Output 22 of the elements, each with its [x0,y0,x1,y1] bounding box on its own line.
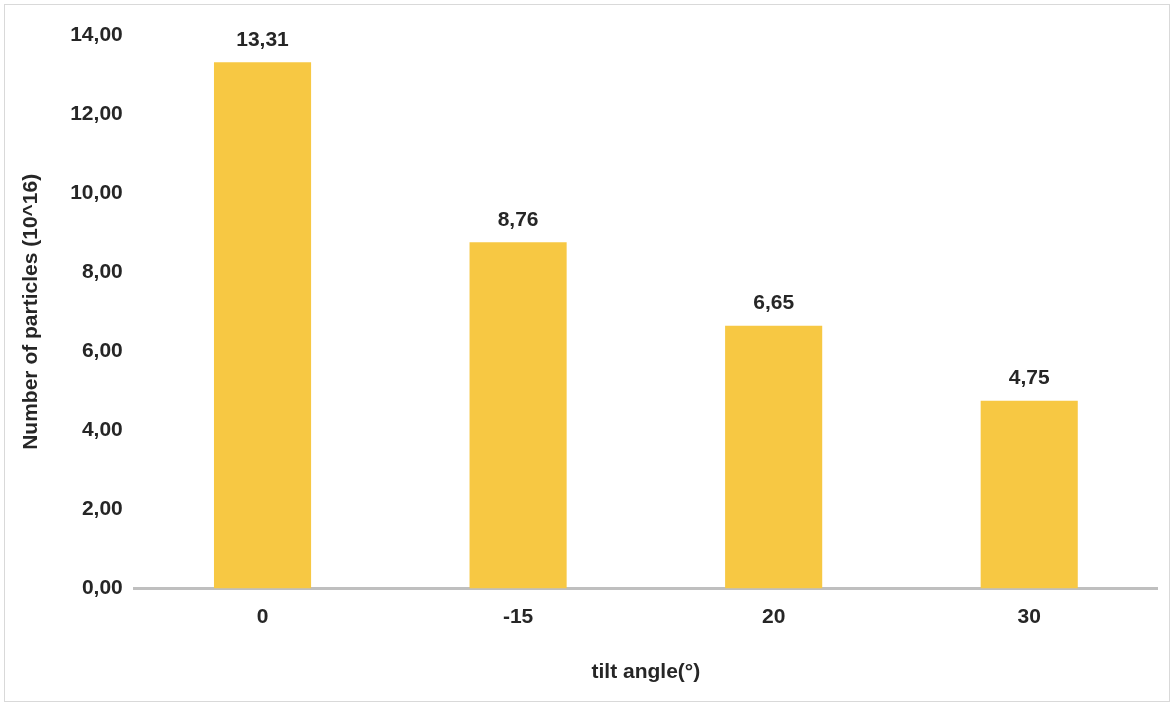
y-tick-label: 8,00 [81,259,123,283]
y-tick-label: 2,00 [81,496,123,520]
y-axis-title: Number of particles (10^16) [18,173,42,450]
y-tick-label: 14,00 [70,21,123,45]
y-tick-label: 4,00 [81,417,123,441]
data-label: 6,65 [753,289,795,313]
bar [980,400,1078,589]
bar [725,325,823,589]
bar [469,242,567,589]
x-axis-title: tilt angle(°) [591,659,701,683]
data-label: 8,76 [497,206,539,230]
data-label: 13,31 [236,26,290,50]
y-tick-label: 6,00 [81,338,123,362]
y-tick-label: 10,00 [70,179,123,203]
x-tick-label: -15 [502,604,534,627]
x-tick-label: 20 [761,604,786,627]
y-tick-label: 0,00 [81,575,123,599]
bar [213,62,312,589]
x-tick-label: 30 [1017,604,1041,627]
data-label: 4,75 [1008,365,1050,389]
x-tick-label: 0 [256,604,269,627]
y-tick-label: 12,00 [70,100,123,124]
